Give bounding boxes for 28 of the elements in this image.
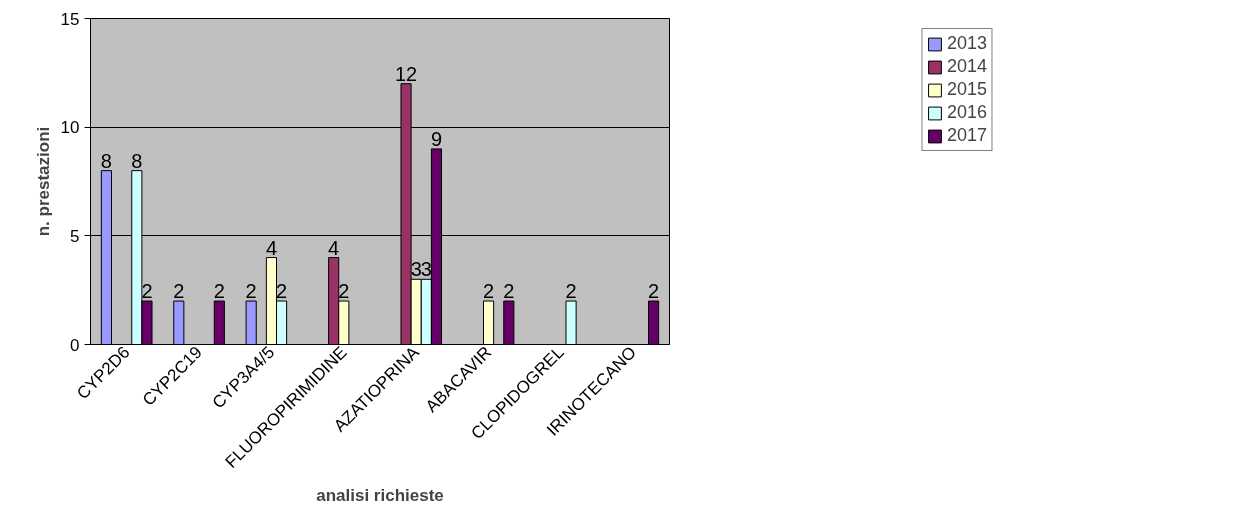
- legend-label: 2017: [946, 125, 988, 146]
- x-axis-title: analisi richieste: [316, 486, 444, 506]
- legend-label: 2015: [946, 79, 988, 100]
- data-label: 12: [394, 62, 418, 85]
- data-label: 2: [565, 280, 577, 303]
- data-label: 2: [173, 280, 185, 303]
- legend-label: 2013: [946, 33, 988, 54]
- data-label: 2: [503, 280, 515, 303]
- legend-label: 2014: [946, 56, 988, 77]
- legend-label: 2016: [946, 102, 988, 123]
- data-label: 4: [328, 236, 340, 259]
- data-label: 2: [245, 280, 257, 303]
- data-label: 2: [483, 280, 495, 303]
- y-axis-title: n. prestazioni: [33, 126, 53, 237]
- y-tick-label: 15: [60, 9, 80, 29]
- data-label: 8: [131, 149, 143, 172]
- y-tick-label: 10: [60, 118, 80, 138]
- y-tick-label: 5: [70, 226, 80, 246]
- data-label: 2: [276, 280, 288, 303]
- data-label: 2: [648, 280, 660, 303]
- y-tick-label: 0: [70, 335, 80, 355]
- data-label: 2: [141, 280, 153, 303]
- data-label: 3: [420, 258, 432, 281]
- data-label: 8: [100, 149, 112, 172]
- data-label: 9: [430, 127, 443, 150]
- data-label: 2: [213, 280, 225, 303]
- data-label: 4: [265, 236, 277, 259]
- data-label: 2: [338, 280, 350, 303]
